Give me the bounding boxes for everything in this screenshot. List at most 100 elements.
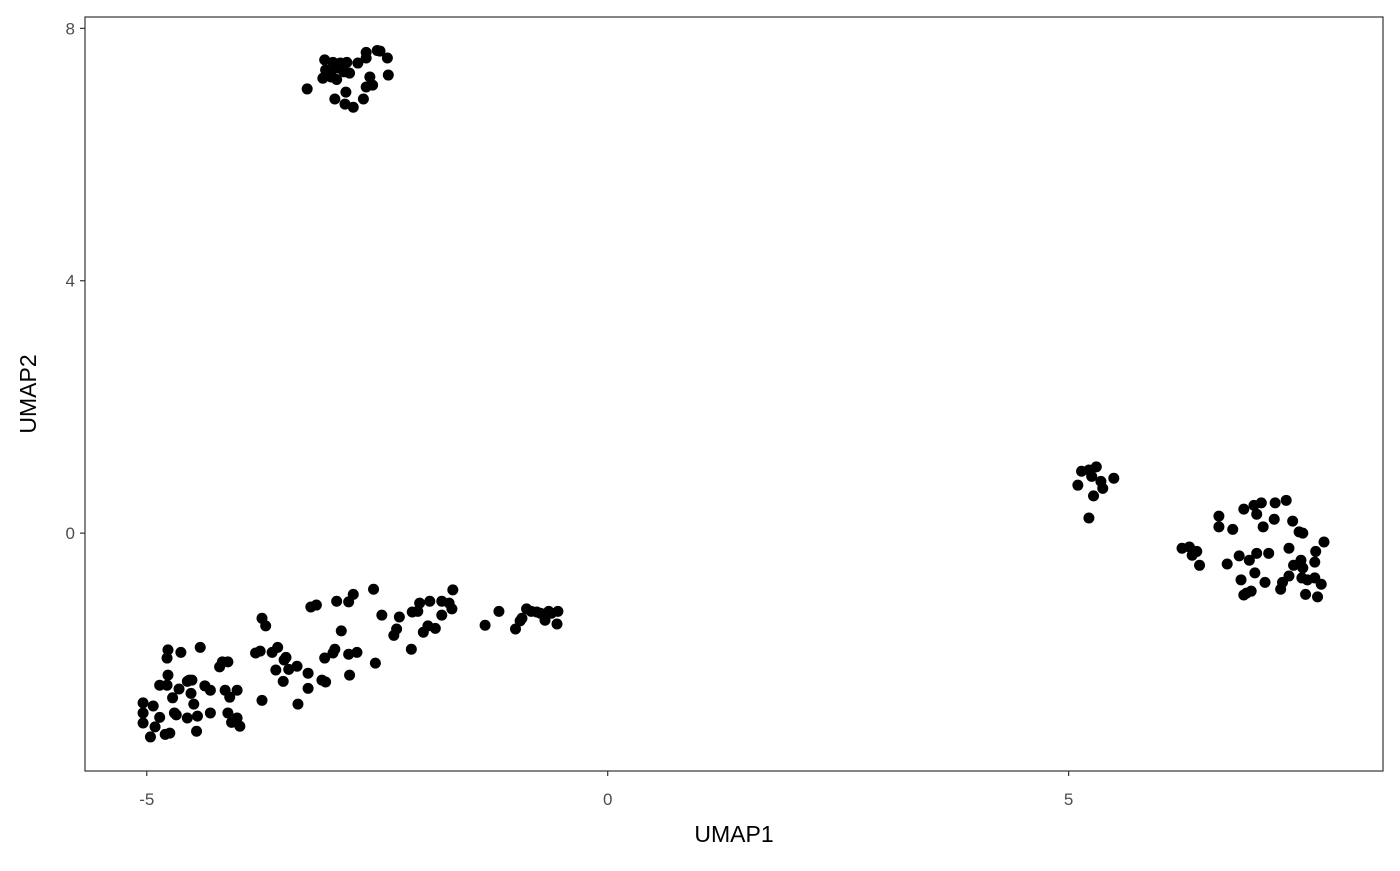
data-point <box>405 643 417 655</box>
data-point <box>335 625 347 637</box>
data-point <box>1297 527 1309 539</box>
data-point <box>1221 558 1233 570</box>
y-axis: 0 4 8 <box>66 19 85 543</box>
data-point <box>1263 547 1275 559</box>
data-point <box>341 56 353 68</box>
data-point <box>1269 497 1281 509</box>
data-point <box>347 101 359 113</box>
data-point <box>224 691 236 703</box>
data-point <box>352 57 364 69</box>
data-point <box>1283 570 1295 582</box>
data-point <box>1235 574 1247 586</box>
data-point <box>194 641 206 653</box>
data-point <box>1227 523 1239 535</box>
data-point <box>347 588 359 600</box>
data-point <box>222 656 234 668</box>
data-point <box>552 605 564 617</box>
data-point <box>1249 567 1261 579</box>
data-point <box>170 709 182 721</box>
data-point <box>539 614 551 626</box>
data-point <box>1097 482 1109 494</box>
data-point <box>516 612 528 624</box>
data-point <box>310 599 322 611</box>
data-point <box>149 721 161 733</box>
data-point <box>191 710 203 722</box>
data-point <box>191 725 203 737</box>
data-point <box>161 679 173 691</box>
data-point <box>1255 497 1267 509</box>
y-axis-title: UMAP2 <box>15 354 41 433</box>
data-point <box>1251 508 1263 520</box>
data-point <box>167 692 179 704</box>
data-point <box>510 623 522 635</box>
data-point <box>1083 512 1095 524</box>
data-point <box>493 605 505 617</box>
data-point <box>188 698 200 710</box>
data-point <box>137 697 149 709</box>
data-point <box>185 687 197 699</box>
data-point <box>1283 542 1295 554</box>
data-point <box>292 698 304 710</box>
data-point <box>319 652 331 664</box>
data-point <box>1238 503 1250 515</box>
data-point <box>272 641 284 653</box>
data-point <box>222 707 234 719</box>
data-point <box>162 644 174 656</box>
data-point <box>280 651 292 663</box>
data-point <box>317 72 329 84</box>
data-point <box>360 52 372 64</box>
data-point <box>412 605 424 617</box>
points-layer <box>137 44 1330 743</box>
data-point <box>302 667 314 679</box>
data-point <box>447 584 459 596</box>
data-point <box>429 622 441 634</box>
data-point <box>154 711 166 723</box>
data-point <box>551 618 563 630</box>
data-point <box>147 700 159 712</box>
data-point <box>1275 583 1287 595</box>
data-point <box>291 660 303 672</box>
data-point <box>162 669 174 681</box>
data-point <box>367 79 379 91</box>
data-point <box>204 684 216 696</box>
y-tick-label: 8 <box>66 19 75 38</box>
data-point <box>1251 547 1263 559</box>
data-point <box>1213 510 1225 522</box>
data-point <box>1297 562 1309 574</box>
data-point <box>436 609 448 621</box>
data-point <box>234 720 246 732</box>
data-point <box>1288 559 1300 571</box>
data-point <box>137 707 149 719</box>
data-point <box>1309 556 1321 568</box>
data-point <box>254 645 266 657</box>
data-point <box>1310 545 1322 557</box>
data-point <box>344 67 356 79</box>
data-point <box>374 45 386 57</box>
y-tick-label: 4 <box>66 272 75 291</box>
y-tick-label: 0 <box>66 524 75 543</box>
x-tick-label: 5 <box>1064 790 1073 809</box>
data-point <box>173 683 185 695</box>
data-point <box>368 583 380 595</box>
data-point <box>204 707 216 719</box>
data-point <box>381 52 393 64</box>
data-point <box>329 643 341 655</box>
data-point <box>1300 588 1312 600</box>
data-point <box>376 609 388 621</box>
data-point <box>301 83 313 95</box>
data-point <box>283 663 295 675</box>
data-point <box>319 54 331 66</box>
data-point <box>1257 521 1269 533</box>
data-point <box>186 674 198 686</box>
data-point <box>382 69 394 81</box>
data-point <box>329 93 341 105</box>
data-point <box>344 669 356 681</box>
data-point <box>1268 513 1280 525</box>
data-point <box>1086 470 1098 482</box>
data-point <box>446 603 458 615</box>
x-axis-title: UMAP1 <box>694 821 773 847</box>
data-point <box>1287 515 1299 527</box>
data-point <box>260 620 272 632</box>
data-point <box>144 731 156 743</box>
data-point <box>1108 472 1120 484</box>
